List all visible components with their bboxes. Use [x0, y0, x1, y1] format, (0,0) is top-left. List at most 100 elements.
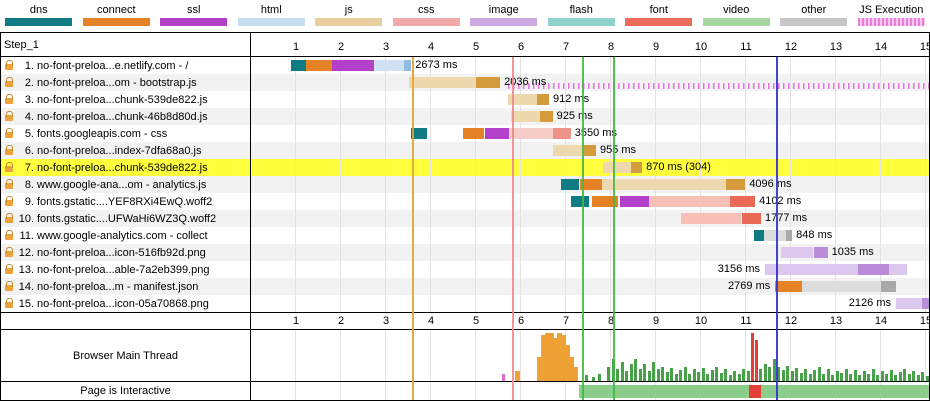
segment-js[interactable] [725, 179, 746, 190]
lock-icon [5, 229, 13, 240]
segment-ssl[interactable] [620, 196, 650, 207]
segment-js[interactable] [584, 145, 596, 156]
segment-image[interactable] [895, 298, 923, 309]
header-row: Step_1 123456789101112131415 [1, 33, 929, 57]
request-row-2[interactable]: 2. no-font-preloa...om - bootstrap.js 2036… [1, 74, 929, 91]
request-row-11[interactable]: 11. www.google-analytics.com - collect 848… [1, 227, 929, 244]
segment-connect[interactable] [775, 281, 803, 292]
segment-font[interactable] [730, 196, 756, 207]
request-label-1[interactable]: 1. no-font-preloa...e.netlify.com - / [1, 57, 251, 74]
segment-js[interactable] [408, 77, 476, 88]
segment-font[interactable] [741, 213, 761, 224]
main-thread-activity [885, 374, 889, 381]
segment-image[interactable] [764, 264, 859, 275]
segment-js[interactable] [511, 111, 540, 122]
segment-font[interactable] [649, 196, 731, 207]
segment-dns[interactable] [291, 60, 307, 71]
request-row-8[interactable]: 8. www.google-ana...om - analytics.js 4096… [1, 176, 929, 193]
request-label-15[interactable]: 15. no-font-preloa...icon-05a70868.png [1, 295, 251, 312]
lock-icon [5, 161, 13, 172]
request-label-11[interactable]: 11. www.google-analytics.com - collect [1, 227, 251, 244]
tick-label: 3 [382, 315, 390, 327]
request-label-10[interactable]: 10. fonts.gstatic....UFWaHi6WZ3Q.woff2 [1, 210, 251, 227]
request-row-3[interactable]: 3. no-font-preloa...chunk-539de822.js 912 … [1, 91, 929, 108]
segment-image[interactable] [781, 247, 814, 258]
segment-css[interactable] [508, 128, 553, 139]
segment-js[interactable] [602, 179, 726, 190]
main-thread-activity [826, 369, 830, 381]
request-row-14[interactable]: 14. no-font-preloa...m - manifest.json 276… [1, 278, 929, 295]
request-row-6[interactable]: 6. no-font-preloa...index-7dfa68a0.js 955 … [1, 142, 929, 159]
main-thread-activity [737, 373, 741, 381]
main-thread-activity [665, 372, 669, 381]
main-thread-activity [817, 366, 821, 381]
request-label-6[interactable]: 6. no-font-preloa...index-7dfa68a0.js [1, 142, 251, 159]
request-waterfall-6: 955 ms [251, 142, 929, 159]
segment-dns[interactable] [411, 128, 427, 139]
segment-other[interactable] [880, 281, 896, 292]
segment-js[interactable] [552, 145, 584, 156]
request-label-12[interactable]: 12. no-font-preloa...icon-516fb92d.png [1, 244, 251, 261]
request-label-14[interactable]: 14. no-font-preloa...m - manifest.json [1, 278, 251, 295]
segment-ssl[interactable] [484, 128, 509, 139]
request-label-7[interactable]: 7. no-font-preloa...chunk-539de822.js [1, 159, 251, 176]
segment-js[interactable] [507, 94, 537, 105]
request-row-4[interactable]: 4. no-font-preloa...chunk-46b8d80d.js 925 … [1, 108, 929, 125]
segment-html[interactable] [404, 60, 412, 71]
legend-item-label: connect [96, 4, 136, 16]
request-row-5[interactable]: 5. fonts.googleapis.com - css 3550 ms [1, 125, 929, 142]
segment-connect[interactable] [579, 179, 602, 190]
segment-css[interactable] [552, 128, 571, 139]
segment-image[interactable] [813, 247, 828, 258]
timing-label: 2769 ms [728, 280, 771, 292]
main-thread-activity [556, 333, 562, 381]
request-row-9[interactable]: 9. fonts.gstatic....YEF8RXi4EwQ.woff2 4102… [1, 193, 929, 210]
segment-js[interactable] [536, 94, 550, 105]
segment-image[interactable] [888, 264, 907, 275]
segment-js[interactable] [476, 77, 501, 88]
segment-dns[interactable] [561, 179, 579, 190]
request-label-2[interactable]: 2. no-font-preloa...om - bootstrap.js [1, 74, 251, 91]
segment-connect[interactable] [306, 60, 333, 71]
legend-item-label: ssl [187, 4, 201, 16]
segment-ssl[interactable] [332, 60, 374, 71]
request-label-13[interactable]: 13. no-font-preloa...able-7a2eb399.png [1, 261, 251, 278]
timing-label: 2126 ms [848, 297, 891, 309]
legend-item-video: video [698, 0, 776, 26]
segment-dns[interactable] [754, 230, 764, 241]
request-row-13[interactable]: 13. no-font-preloa...able-7a2eb399.png 315… [1, 261, 929, 278]
segment-image[interactable] [922, 298, 929, 309]
segment-dns[interactable] [570, 196, 590, 207]
request-row-1[interactable]: 1. no-font-preloa...e.netlify.com - / 2673… [1, 57, 929, 74]
request-label-3[interactable]: 3. no-font-preloa...chunk-539de822.js [1, 91, 251, 108]
main-thread-activity [844, 368, 848, 381]
segment-connect[interactable] [462, 128, 484, 139]
segment-other[interactable] [802, 281, 881, 292]
segment-font[interactable] [681, 213, 742, 224]
request-row-12[interactable]: 12. no-font-preloa...icon-516fb92d.png 103… [1, 244, 929, 261]
request-waterfall-7: 870 ms (304) [251, 159, 929, 176]
segment-html[interactable] [373, 60, 404, 71]
tick-label: 3 [382, 41, 390, 53]
main-thread-activity [724, 369, 728, 381]
request-row-15[interactable]: 15. no-font-preloa...icon-05a70868.png 212… [1, 295, 929, 312]
segment-other[interactable] [786, 230, 793, 241]
segment-js[interactable] [539, 111, 553, 122]
tick-label: 7 [562, 41, 570, 53]
tick-label: 6 [517, 315, 525, 327]
request-number: 3. [24, 93, 34, 106]
segment-js[interactable] [631, 162, 643, 173]
request-label-4[interactable]: 4. no-font-preloa...chunk-46b8d80d.js [1, 108, 251, 125]
request-label-5[interactable]: 5. fonts.googleapis.com - css [1, 125, 251, 142]
request-row-10[interactable]: 10. fonts.gstatic....UFWaHi6WZ3Q.woff2 177… [1, 210, 929, 227]
segment-connect[interactable] [592, 196, 618, 207]
request-row-7[interactable]: 7. no-font-preloa...chunk-539de822.js 870 … [1, 159, 929, 176]
request-label-8[interactable]: 8. www.google-ana...om - analytics.js [1, 176, 251, 193]
main-thread-activity [790, 371, 794, 381]
segment-other[interactable] [764, 230, 787, 241]
segment-js[interactable] [602, 162, 632, 173]
lock-icon [5, 178, 13, 189]
segment-image[interactable] [858, 264, 889, 275]
request-number: 4. [24, 110, 34, 123]
request-label-9[interactable]: 9. fonts.gstatic....YEF8RXi4EwQ.woff2 [1, 193, 251, 210]
